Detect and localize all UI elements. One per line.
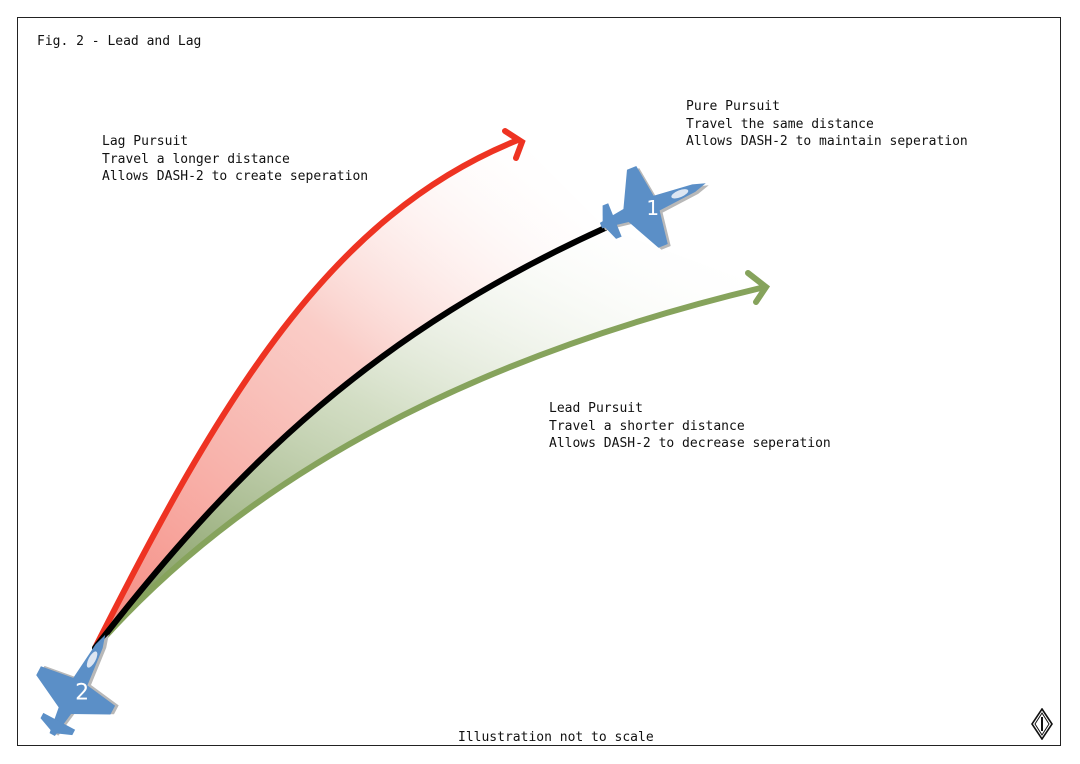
lead-pursuit-label: Lead Pursuit Travel a shorter distance A… (549, 400, 831, 453)
compass-diamond-icon (1031, 708, 1053, 740)
wingman-aircraft-number: 2 (75, 680, 89, 705)
lead-pursuit-line1: Travel a shorter distance (549, 418, 745, 434)
pure-pursuit-path (92, 225, 608, 651)
lead-aircraft-icon: 1 (599, 166, 709, 250)
figure-title: Fig. 2 - Lead and Lag (37, 34, 202, 49)
lag-shaded-region (95, 140, 605, 648)
lag-pursuit-heading: Lag Pursuit (102, 134, 189, 149)
pure-pursuit-line1: Travel the same distance (686, 116, 874, 132)
lag-pursuit-line1: Travel a longer distance (102, 151, 290, 167)
footer-note: Illustration not to scale (458, 730, 654, 745)
wingman-aircraft-icon: 2 (36, 634, 119, 736)
lead-pursuit-heading: Lead Pursuit (549, 401, 643, 416)
pure-pursuit-heading: Pure Pursuit (686, 99, 780, 114)
lag-pursuit-label: Lag Pursuit Travel a longer distance All… (102, 133, 368, 186)
lag-pursuit-path (92, 137, 521, 651)
lag-pursuit-arrowhead (502, 128, 526, 161)
pure-pursuit-line2: Allows DASH-2 to maintain seperation (686, 134, 968, 149)
lead-pursuit-arrowhead (745, 270, 771, 305)
figure-frame (17, 17, 1061, 746)
lead-pursuit-path (92, 284, 768, 651)
lag-pursuit-line2: Allows DASH-2 to create seperation (102, 169, 369, 184)
lead-pursuit-line2: Allows DASH-2 to decrease seperation (549, 436, 831, 451)
pure-pursuit-label: Pure Pursuit Travel the same distance Al… (686, 98, 968, 151)
lead-aircraft-number: 1 (646, 196, 659, 220)
